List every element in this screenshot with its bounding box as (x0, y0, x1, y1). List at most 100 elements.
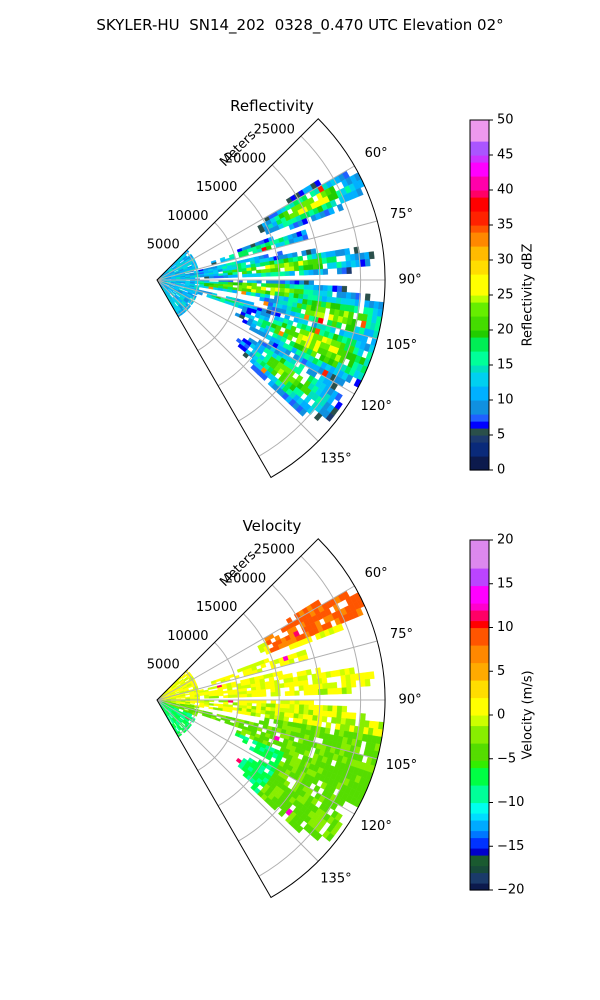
data-cell (336, 291, 343, 299)
data-cell (246, 693, 253, 698)
data-cell (288, 712, 295, 719)
data-cell (275, 283, 281, 289)
colorbar-segment (470, 802, 489, 807)
data-cell (332, 285, 338, 293)
colorbar-segment (470, 242, 489, 247)
colorbar-segment (470, 431, 489, 436)
grid-spoke (156, 585, 355, 701)
data-cell (312, 295, 318, 302)
data-cell (348, 667, 356, 675)
data-cell (270, 707, 276, 712)
data-cell (302, 259, 309, 266)
data-cell (222, 690, 229, 694)
data-cell (297, 255, 304, 262)
data-cell (261, 692, 267, 697)
data-cell (208, 286, 214, 290)
data-cell (303, 284, 310, 291)
data-cell (246, 282, 253, 287)
colorbar-segment (470, 582, 489, 587)
data-cell (292, 256, 299, 263)
colorbar-segment (470, 130, 489, 135)
colorbar: −20 −15 −10 −5 0 5 10 15 20 Velocity (m/s) (469, 533, 536, 898)
data-cell (298, 293, 304, 300)
data-cell (275, 271, 281, 277)
colorbar-segment (470, 358, 489, 363)
data-cell (326, 256, 333, 264)
data-cell (306, 254, 313, 261)
data-cell (308, 709, 314, 716)
data-cell (298, 408, 308, 417)
data-cell (341, 681, 347, 689)
colorbar-segment (470, 333, 489, 338)
colorbar-segment (470, 557, 489, 562)
data-cell (289, 690, 295, 696)
colorbar-segment (470, 886, 489, 891)
data-cell (321, 716, 328, 723)
data-cell (303, 709, 309, 716)
colorbar-segment (470, 267, 489, 272)
colorbar-segment (470, 781, 489, 786)
data-cell (325, 412, 335, 422)
data-cell (316, 715, 323, 722)
data-cell (293, 288, 300, 295)
colorbar-segment (470, 571, 489, 576)
colorbar-segment (470, 207, 489, 212)
data-cell (347, 311, 355, 320)
colorbar-segment (470, 361, 489, 366)
colorbar-segment (470, 319, 489, 324)
colorbar-segment (470, 186, 489, 191)
grid-ring (197, 222, 239, 351)
data-cell (308, 689, 314, 696)
data-cell (331, 262, 338, 269)
colorbar-segment (470, 701, 489, 706)
data-cell (242, 693, 248, 698)
data-cell (336, 623, 344, 632)
data-cell (288, 681, 295, 688)
data-cell (232, 274, 238, 278)
azimuth-tick-label: 105° (386, 758, 417, 773)
colorbar-segment (470, 445, 489, 450)
data-cell (341, 687, 348, 695)
data-cell (232, 694, 238, 698)
data-cell (204, 696, 210, 699)
colorbar-segment (470, 141, 489, 146)
data-cell (270, 268, 276, 273)
colorbar-segment (470, 627, 489, 632)
data-cell (298, 289, 305, 295)
colorbar-segment (470, 459, 489, 464)
azimuth-tick-label: 135° (320, 871, 351, 886)
data-cell (261, 272, 267, 277)
colorbar-segment (470, 158, 489, 163)
data-cell (308, 684, 314, 691)
colorbar-segment (470, 865, 489, 870)
data-cell (279, 287, 286, 293)
data-cell (212, 685, 218, 690)
data-cell (292, 676, 299, 683)
data-cell (299, 699, 305, 706)
data-cell (251, 693, 257, 698)
azimuth-tick-label: 75° (390, 207, 413, 222)
colorbar-segment (470, 820, 489, 825)
colorbar-segment (470, 253, 489, 258)
data-cell (364, 293, 371, 302)
colorbar-segment (470, 382, 489, 387)
azimuth-tick-label: 60° (365, 146, 388, 161)
colorbar-segment (470, 879, 489, 884)
data-cell (298, 265, 305, 271)
data-cell (302, 294, 309, 301)
data-cell (303, 684, 309, 691)
colorbar-segment (470, 767, 489, 772)
data-cell (232, 282, 238, 286)
colorbar-segment (470, 407, 489, 412)
colorbar-segment (470, 197, 489, 202)
data-cell (341, 285, 348, 293)
colorbar-segment (470, 834, 489, 839)
colorbar-tick-label: 30 (497, 253, 514, 268)
data-cell (346, 267, 352, 275)
data-cell (322, 705, 329, 712)
data-cell (346, 687, 352, 695)
azimuth-tick-label: 120° (361, 819, 392, 834)
data-cell (260, 689, 267, 694)
grid-ring (177, 250, 199, 316)
data-cell (322, 268, 329, 275)
